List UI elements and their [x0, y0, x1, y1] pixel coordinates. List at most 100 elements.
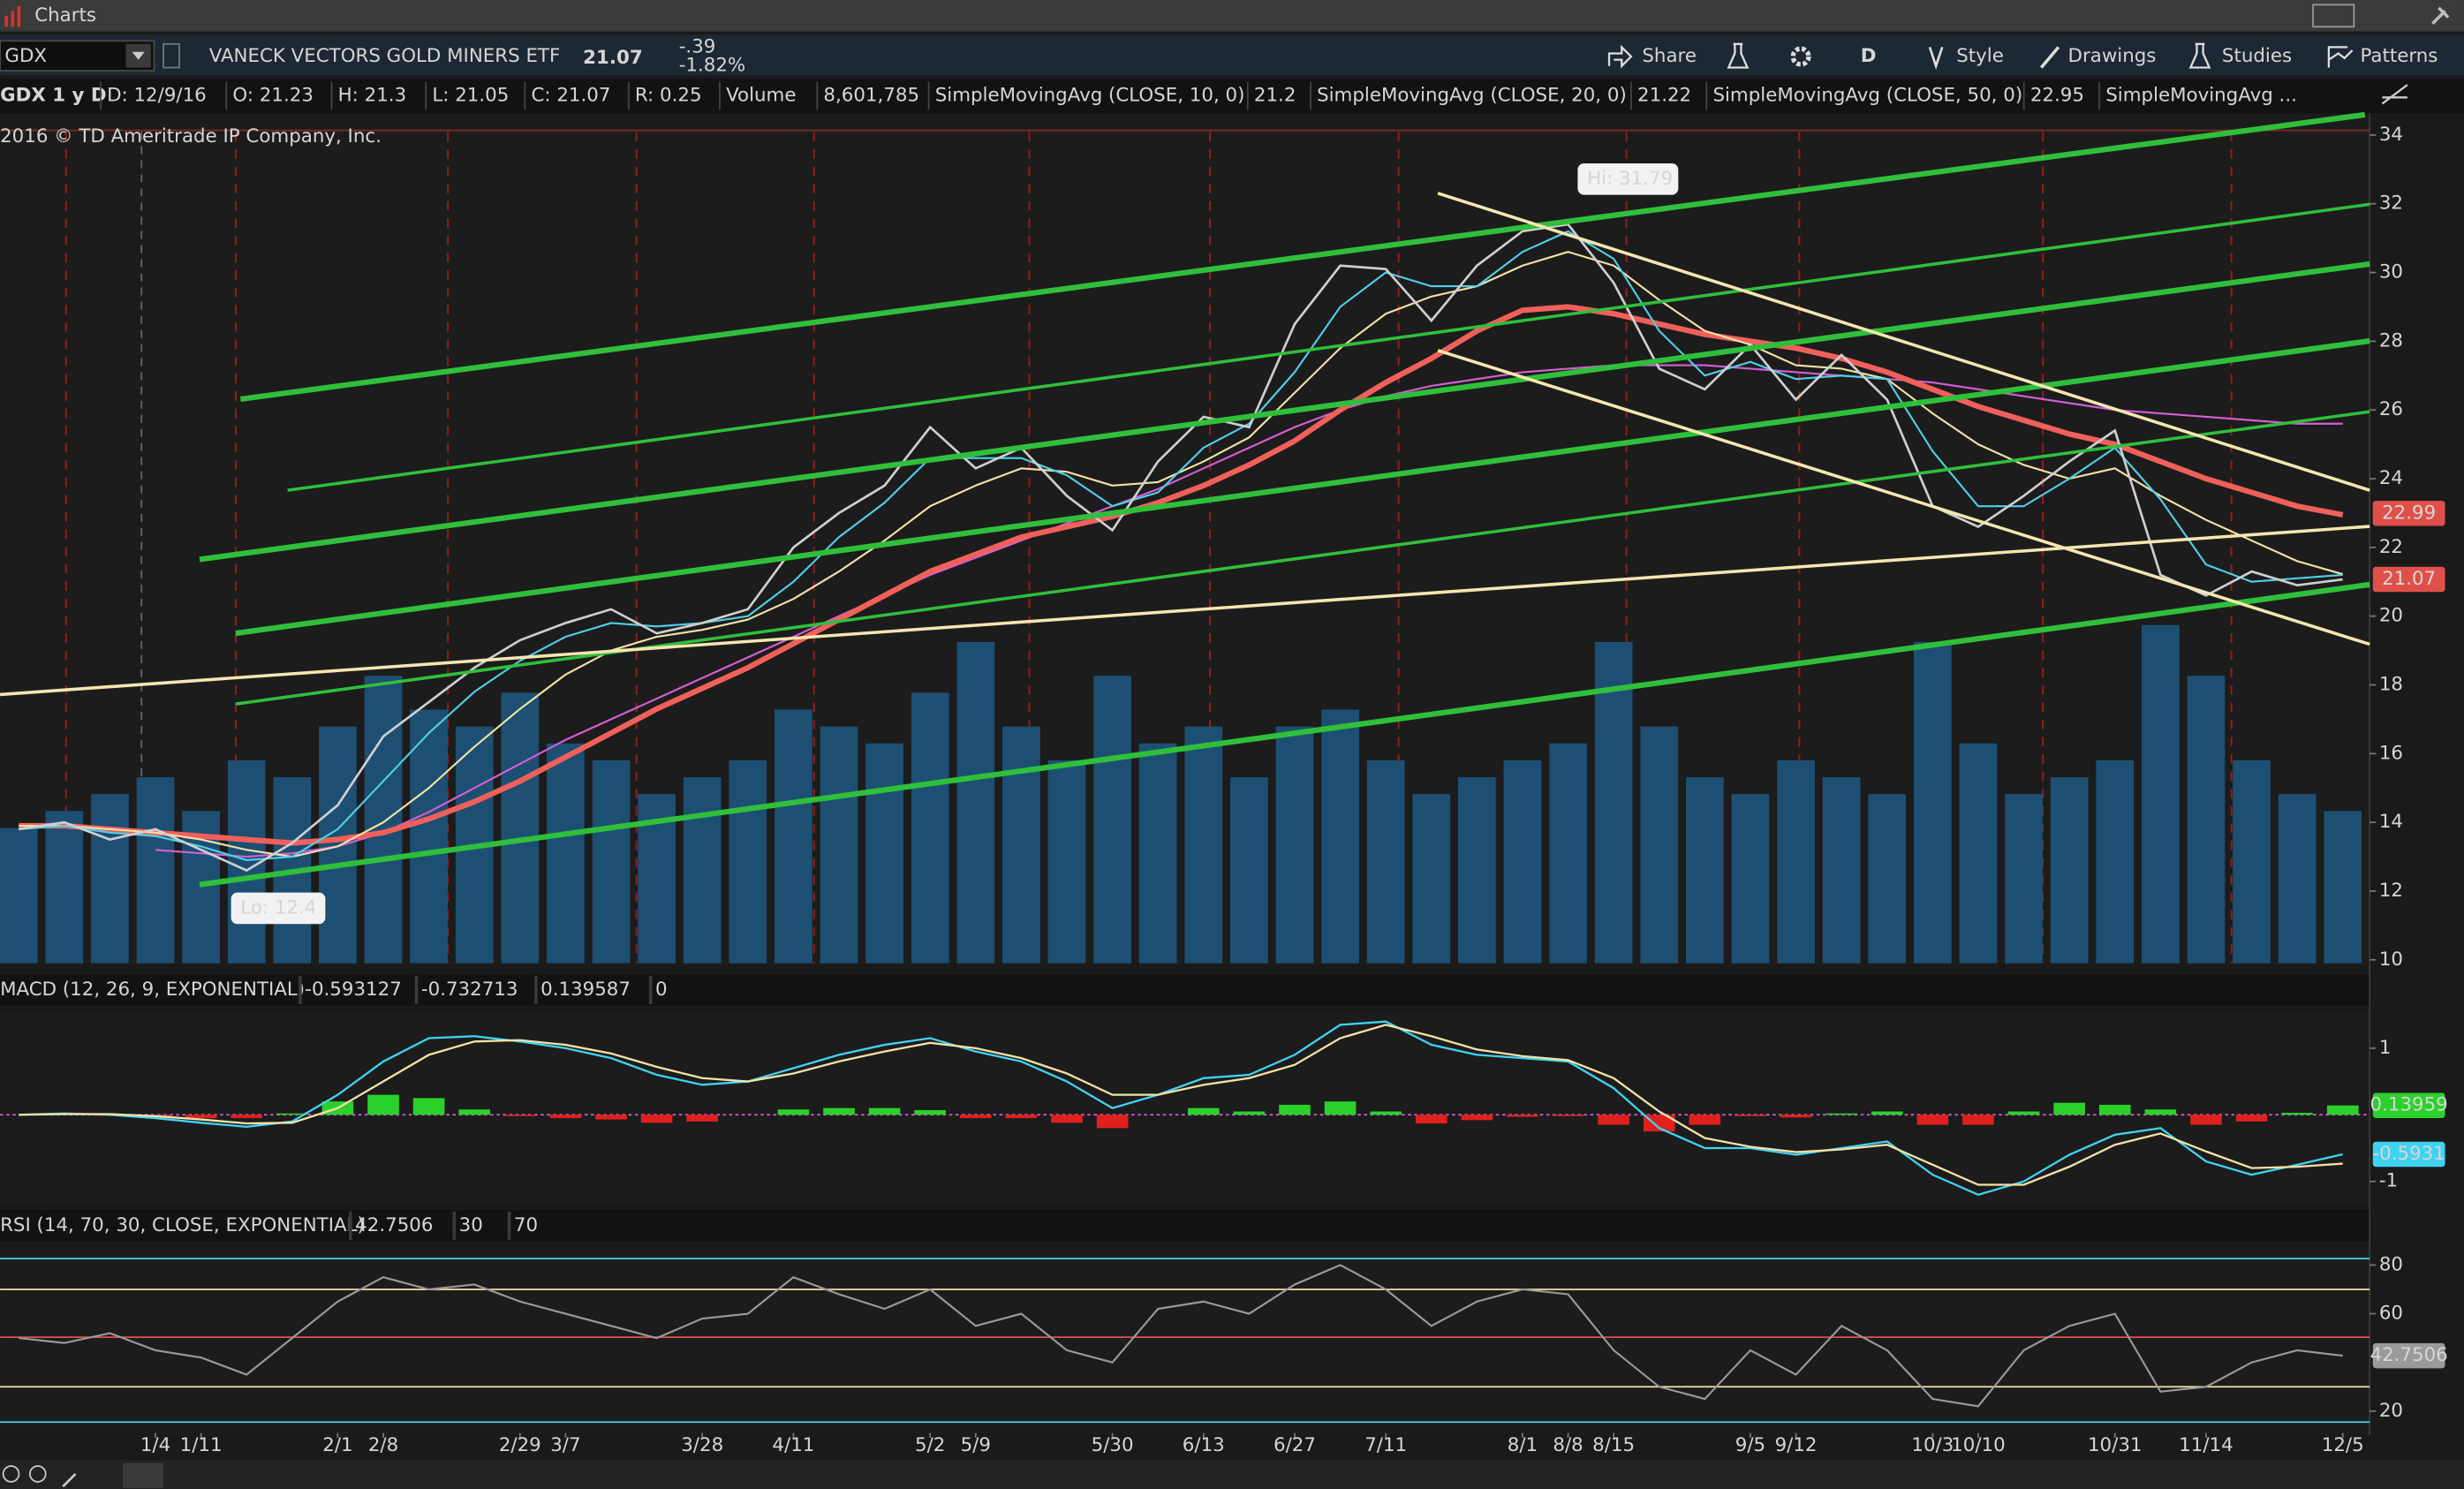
- histogram-bar: [1187, 1107, 1220, 1115]
- header-value: -0.732713: [421, 979, 518, 1001]
- histogram-bar: [2007, 1111, 2040, 1115]
- header-value: 0.139587: [540, 979, 631, 1001]
- x-tick-label: 11/14: [2179, 1434, 2233, 1456]
- price-tag-label: 0.13959: [2370, 1094, 2448, 1116]
- header-value: 70: [514, 1214, 538, 1236]
- title-bar: [0, 0, 2464, 32]
- lo-badge: [231, 892, 326, 925]
- header-box: [507, 1211, 511, 1240]
- histogram-bar: [185, 1115, 217, 1119]
- info-field: R: 0.25: [635, 85, 702, 107]
- volume-bar: [1777, 760, 1815, 964]
- volume-bar: [2005, 794, 2043, 964]
- histogram-bar: [504, 1115, 536, 1116]
- y-tick-label: 12: [2379, 880, 2403, 902]
- symbol[interactable]: GDX: [4, 45, 47, 67]
- volume-bar: [1868, 794, 1907, 964]
- zoom-out[interactable]: [28, 1465, 47, 1483]
- histogram-bar: [1461, 1115, 1493, 1121]
- histogram-bar: [1279, 1104, 1311, 1115]
- studies-icon: [2188, 42, 2211, 69]
- zoom-in[interactable]: [2, 1465, 20, 1483]
- y-tick-label: 16: [2379, 742, 2403, 764]
- histogram-bar: [823, 1107, 855, 1115]
- toolbar-button[interactable]: Share: [1642, 45, 1697, 67]
- rsi-bands: [0, 1258, 2370, 1424]
- info-field: D: 12/9/16: [107, 85, 207, 107]
- flask-icon[interactable]: [1727, 42, 1750, 69]
- histogram-bar: [1552, 1115, 1584, 1116]
- dropdown-arrow: [132, 51, 145, 60]
- histogram-bar: [1096, 1115, 1129, 1129]
- toolbar-button[interactable]: Studies: [2222, 45, 2292, 67]
- info-row: [0, 78, 2464, 114]
- app-icon: [4, 6, 21, 27]
- volume-bar: [2233, 760, 2271, 964]
- chart-label: GDX 1 y D: [0, 85, 106, 107]
- header-box: [648, 975, 653, 1004]
- expand-icon[interactable]: [2381, 84, 2408, 105]
- x-tick-label: 5/30: [1092, 1434, 1134, 1456]
- histogram-bar: [1507, 1115, 1538, 1117]
- trend-lines: [0, 192, 2370, 697]
- study-value: 21.2: [1254, 85, 1296, 107]
- price-tag: [2372, 1092, 2445, 1118]
- price-layer: 10 12 14 16 18 20 22 24 26 28 30 32 34 22.99 21.07: [0, 124, 2445, 971]
- histogram-bar: [1598, 1115, 1629, 1125]
- toolbar-button[interactable]: Style: [1956, 45, 2004, 67]
- window-button[interactable]: [2312, 4, 2355, 28]
- header-value: 42.7506: [355, 1214, 433, 1236]
- header-value: 0: [655, 979, 668, 1001]
- header-value: 30: [459, 1214, 483, 1236]
- lo-label: Lo: 12.4: [240, 896, 316, 918]
- info-items: GDX 1 y D D: 12/9/16 O: 21.23 H: 21.3 L: 21.…: [0, 81, 2297, 110]
- x-tick-label: 8/1: [1508, 1434, 1538, 1456]
- volume-bar: [1047, 760, 1086, 964]
- volume-bar: [2187, 676, 2226, 964]
- price-tag: [2372, 501, 2445, 526]
- x-tick-label: 2/29: [499, 1434, 541, 1456]
- link-icon[interactable]: [163, 42, 180, 69]
- volume-value: 8,601,785: [823, 85, 919, 107]
- histogram-bar: [1735, 1115, 1766, 1116]
- moving-average-line: [19, 251, 2344, 858]
- toolbar-button[interactable]: Patterns: [2360, 45, 2438, 67]
- pan-icon[interactable]: [62, 1472, 77, 1488]
- scroll-button[interactable]: [122, 1463, 164, 1488]
- volume-bar: [683, 777, 722, 964]
- histogram-bar: [2098, 1104, 2131, 1115]
- volume-bar: [410, 709, 448, 964]
- toolbar-button[interactable]: D: [1861, 45, 1877, 67]
- x-tick-label: 9/5: [1735, 1434, 1765, 1456]
- volume-bar: [956, 641, 995, 964]
- volume-bar: [1412, 794, 1451, 964]
- volume-bar: [592, 760, 631, 964]
- y-tick-label: 26: [2379, 398, 2403, 420]
- patterns-icon: [2327, 46, 2354, 68]
- net-change: -.39: [679, 35, 716, 57]
- volume-bar: [775, 709, 813, 964]
- pct-change: -1.82%: [679, 55, 746, 77]
- histogram-bar: [2144, 1109, 2177, 1115]
- volume-label: Volume: [726, 85, 796, 107]
- volume-bar: [1549, 743, 1587, 964]
- histogram-bar: [777, 1109, 810, 1115]
- description: VANECK VECTORS GOLD MINERS ETF: [209, 45, 561, 67]
- y-tick-label: 22: [2379, 536, 2403, 558]
- study-value: 21.22: [1637, 85, 1691, 107]
- rsi-line: [19, 1264, 2343, 1408]
- settings-icon[interactable]: [1790, 46, 1811, 67]
- pin-button[interactable]: [2431, 6, 2450, 25]
- x-tick-label: 8/15: [1592, 1434, 1635, 1456]
- macd-panel: [0, 1011, 2370, 1204]
- volume-bar: [45, 811, 84, 964]
- volume-bar: [1822, 777, 1861, 964]
- price-tag: [2372, 566, 2445, 593]
- style-icon: [1928, 46, 1944, 70]
- volume-bar: [1230, 777, 1268, 964]
- y-tick-label: -1: [2379, 1170, 2398, 1192]
- volume-bar: [547, 743, 585, 964]
- moving-average-line: [19, 230, 2343, 862]
- toolbar-button[interactable]: Drawings: [2068, 45, 2157, 67]
